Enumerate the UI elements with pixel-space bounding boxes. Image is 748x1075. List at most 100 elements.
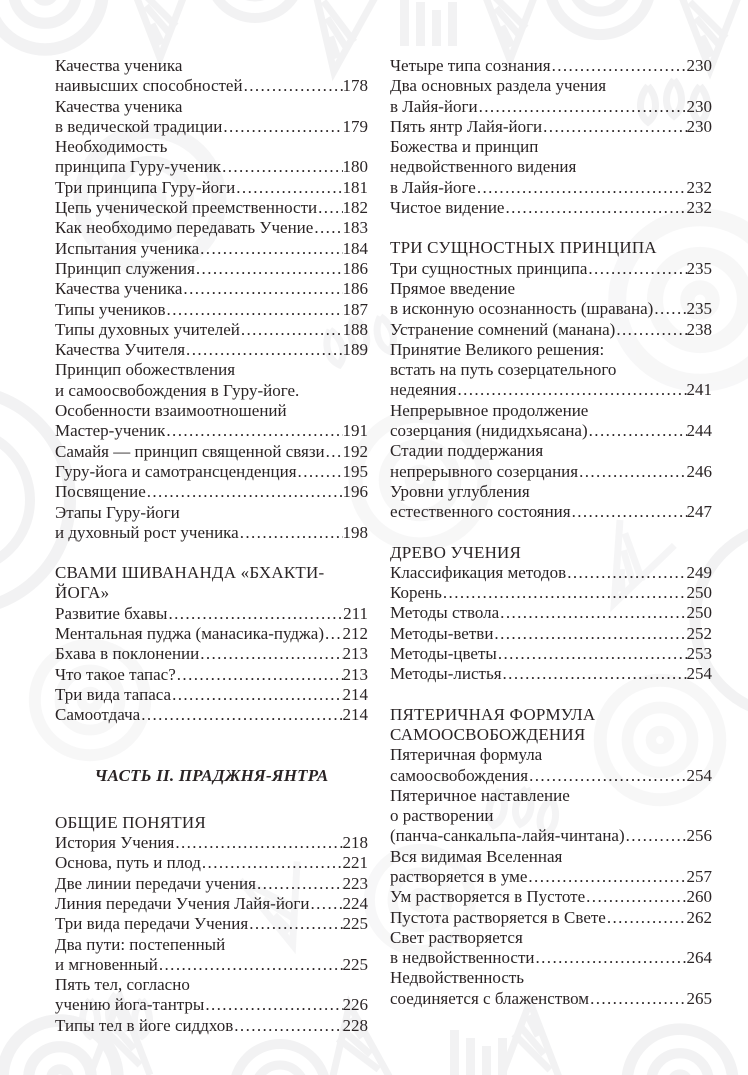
toc-entry: Методы-листья...........................… [390,664,712,684]
toc-entry-line: Свет растворяется [390,927,523,947]
toc-entry: Принцип служения........................… [55,259,368,279]
toc-entry-line: Вся видимая Вселенная [390,846,563,866]
toc-entry-line: Принцип обожествления [55,360,236,380]
page-number: 182 [342,198,369,218]
dot-leader: ........................................… [195,258,343,278]
page-number: 214 [342,684,369,704]
page-number: 179 [342,116,369,136]
toc-entry: Методы-цветы............................… [390,644,712,664]
toc-entry-title: (панча-санкальпа-лайя-чинтана) [390,826,625,846]
toc-entry-title: Испытания ученика [55,238,200,258]
page-number: 183 [342,218,369,238]
toc-entry: растворяется в уме......................… [390,867,712,887]
dot-leader: ........................................… [654,299,686,319]
page-number: 262 [686,907,713,927]
toc-entry-line: Качества ученика [55,56,183,75]
toc-entry-line: и самоосвобождения в Гуру-йоге. [55,380,300,400]
toc-entry: Типы учеников...........................… [55,300,368,320]
section-header: ДРЕВО УЧЕНИЯ [390,542,522,562]
dot-leader: ........................................… [205,995,342,1015]
dot-leader: ........................................… [201,853,343,873]
page-number: 254 [686,664,713,684]
toc-entry: Классификация методов...................… [390,563,712,583]
toc-entry: Типы тел в йоге сиддхов.................… [55,1016,368,1036]
toc-entry-line: Принятие Великого решения: [390,339,605,359]
dot-leader: ........................................… [494,623,687,643]
toc-entry-line: Качества ученика [55,96,183,116]
toc-entry-title: Самоотдача [55,705,141,725]
toc-block: Четыре типа сознания....................… [390,56,712,218]
toc-entry-title: самоосвобождения [390,765,529,785]
toc-entry: Ментальная пуджа (манасика-пуджа).......… [55,624,368,644]
toc-entry: Чистое видение..........................… [390,198,712,218]
toc-entry: Две линии передачи учения...............… [55,874,368,894]
page-number: 180 [342,157,369,177]
page-number: 211 [343,603,368,623]
toc-entry: История Учения..........................… [55,833,368,853]
dot-leader: ........................................… [141,705,342,725]
toc-entry-title: в недвойственности [390,948,535,968]
page-number: 192 [342,441,369,461]
toc-entry: естественного состояния.................… [390,502,712,522]
toc-entry: Типы духовных учителей..................… [55,320,368,340]
toc-entry-title: Качества Учителя [55,340,186,360]
toc-block: ПЯТЕРИЧНАЯ ФОРМУЛА САМООСВОБОЖДЕНИЯ Пятери… [390,705,712,1009]
dot-leader: ........................................… [256,873,343,893]
toc-entry: Как необходимо передавать Учение........… [55,218,368,238]
page-number: 247 [686,502,713,522]
section-header: ОБЩИЕ ПОНЯТИЯ [55,812,206,832]
dot-leader: ........................................… [505,198,687,218]
toc-entry-title: и мгновенный [55,954,158,974]
toc-entry: принципа Гуру-ученик....................… [55,157,368,177]
dot-leader: ........................................… [158,954,343,974]
dot-leader: ........................................… [234,1015,343,1035]
toc-entry: Мастер-ученик...........................… [55,421,368,441]
toc-entry-title: Методы-листья [390,664,502,684]
toc-entry-title: Устранение сомнений (манана) [390,319,616,339]
toc-entry-title: учению йога-тантры [55,995,205,1015]
toc-entry: Методы-ветви............................… [390,624,712,644]
page-number: 265 [686,988,713,1008]
toc-entry-title: Чистое видение [390,198,505,218]
toc-entry: Три вида тапаса.........................… [55,685,368,705]
toc-entry-title: Три сущностных принципа [390,258,588,278]
page-number: 186 [342,258,369,278]
dot-leader: ........................................… [606,907,687,927]
toc-entry-title: Пять янтр Лайя-йоги [390,116,543,136]
toc-entry: в Лайя-йоги.............................… [390,97,712,117]
toc-entry-title: Три принципа Гуру-йоги [55,177,236,197]
page-number: 246 [686,461,713,481]
dot-leader: ........................................… [200,644,342,664]
dot-leader: ........................................… [223,116,342,136]
toc-entry-title: принципа Гуру-ученик [55,157,222,177]
toc-entry-title: Линия передачи Учения Лайя-йоги [55,893,310,913]
page-number: 232 [686,177,713,197]
page-number: 225 [342,914,369,934]
toc-entry: соединяется с блаженством...............… [390,989,712,1009]
section-header: ПЯТЕРИЧНАЯ ФОРМУЛА [390,704,596,724]
dot-leader: ........................................… [457,380,686,400]
toc-entry: в недвойственности......................… [390,948,712,968]
toc-entry-line: Уровни углубления [390,481,530,501]
toc-entry-line: встать на путь созерцательного [390,360,617,380]
toc-column-left: Качества ученика наивысших способностей..… [55,56,368,1036]
toc-entry-title: Мастер-ученик [55,421,166,441]
toc-entry: Ум растворяется в Пустоте...............… [390,887,712,907]
toc-entry: и духовный рост ученика.................… [55,523,368,543]
toc-entry: Четыре типа сознания....................… [390,56,712,76]
page-number: 198 [342,522,369,542]
toc-entry: Развитие бхавы..........................… [55,604,368,624]
toc-content: Качества ученика наивысших способностей..… [55,56,713,1036]
page-number: 250 [686,583,713,603]
toc-entry-title: Цепь ученической преемственности [55,198,318,218]
toc-entry-title: Три вида тапаса [55,684,172,704]
page-number: 184 [342,238,369,258]
dot-leader: ........................................… [186,340,342,360]
dot-leader: ........................................… [172,684,342,704]
toc-entry: учению йога-тантры......................… [55,995,368,1015]
dot-leader: ........................................… [146,482,343,502]
dot-leader: ........................................… [625,826,687,846]
page-number: 235 [686,299,713,319]
page-number: 189 [342,340,369,360]
page-number: 256 [686,826,713,846]
